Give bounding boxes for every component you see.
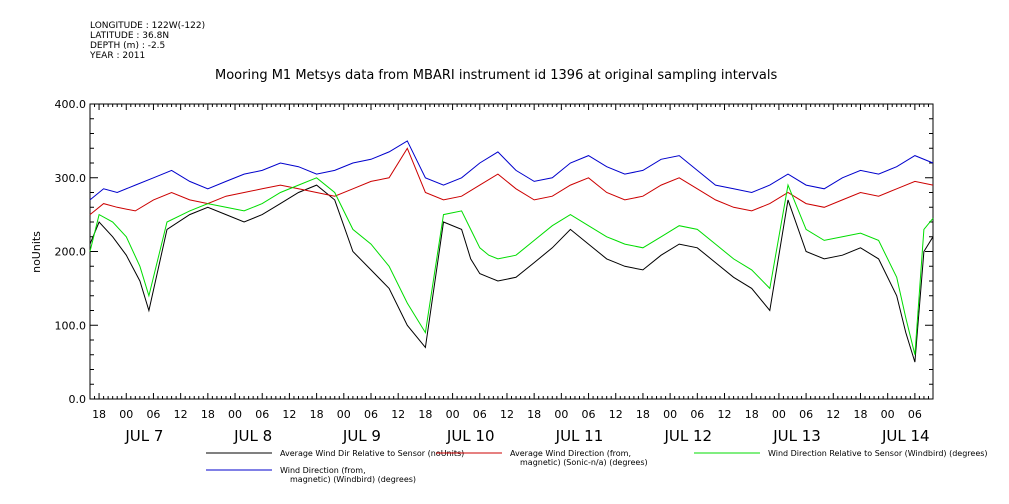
y-axis-label: noUnits bbox=[30, 231, 43, 273]
legend-label-2: Average Wind Direction (from, bbox=[510, 449, 631, 458]
y-tick-label: 400.0 bbox=[55, 98, 87, 111]
series-line-2 bbox=[89, 147, 934, 215]
x-tick-label: 00 bbox=[554, 408, 568, 421]
chart-title: Mooring M1 Metsys data from MBARI instru… bbox=[215, 68, 778, 83]
x-tick-label: 12 bbox=[500, 408, 514, 421]
x-tick-label: 18 bbox=[745, 408, 759, 421]
series-group bbox=[89, 140, 934, 363]
x-tick-label: 18 bbox=[201, 408, 215, 421]
year-text: YEAR : 2011 bbox=[90, 51, 146, 61]
x-tick-label: 12 bbox=[718, 408, 732, 421]
x-tick-label: 06 bbox=[364, 408, 378, 421]
longitude-text: LONGITUDE : 122W(-122) bbox=[90, 21, 206, 31]
metadata-block: LONGITUDE : 122W(-122) LATITUDE : 36.8N … bbox=[90, 21, 205, 61]
series-line-3 bbox=[89, 177, 934, 355]
x-date-label: JUL 13 bbox=[772, 427, 821, 445]
y-tick-label: 100.0 bbox=[55, 319, 87, 332]
x-tick-label: 06 bbox=[146, 408, 160, 421]
x-tick-label: 00 bbox=[119, 408, 133, 421]
x-date-label: JUL 11 bbox=[555, 427, 604, 445]
x-date-label: JUL 8 bbox=[233, 427, 272, 445]
series-line-4 bbox=[89, 140, 934, 201]
x-tick-label: 18 bbox=[527, 408, 541, 421]
x-tick-label: 06 bbox=[473, 408, 487, 421]
x-tick-label: 06 bbox=[799, 408, 813, 421]
legend: Average Wind Dir Relative to Sensor (noU… bbox=[206, 449, 988, 484]
x-tick-label: 00 bbox=[772, 408, 786, 421]
x-tick-label: 12 bbox=[391, 408, 405, 421]
x-axis: 18 00 06 12 18 00 06 12 18 00 06 12 18 00 06 12 18 00 06 12… bbox=[89, 104, 934, 445]
x-tick-label: 00 bbox=[337, 408, 351, 421]
x-tick-label: 06 bbox=[690, 408, 704, 421]
legend-label-2: magnetic) (Sonic-n/a) (degrees) bbox=[520, 458, 648, 467]
x-date-label: JUL 9 bbox=[342, 427, 381, 445]
depth-text: DEPTH (m) : -2.5 bbox=[90, 41, 166, 51]
x-tick-label: 12 bbox=[174, 408, 188, 421]
x-tick-label: 06 bbox=[582, 408, 596, 421]
x-tick-label: 06 bbox=[908, 408, 922, 421]
x-tick-label: 12 bbox=[282, 408, 296, 421]
y-tick-label: 0.0 bbox=[69, 393, 87, 406]
x-date-label: JUL 14 bbox=[881, 427, 930, 445]
x-tick-label: 06 bbox=[255, 408, 269, 421]
x-date-label: JUL 7 bbox=[124, 427, 163, 445]
y-tick-label: 300.0 bbox=[55, 172, 87, 185]
x-tick-label: 12 bbox=[609, 408, 623, 421]
x-tick-label: 18 bbox=[636, 408, 650, 421]
x-tick-label: 12 bbox=[826, 408, 840, 421]
x-tick-label: 18 bbox=[310, 408, 324, 421]
legend-label-4: Wind Direction (from, bbox=[280, 466, 366, 475]
series-line-1 bbox=[89, 184, 934, 363]
x-tick-label: 18 bbox=[853, 408, 867, 421]
y-axis: 0.0 100.0 200.0 300.0 400.0 bbox=[55, 98, 933, 406]
legend-label-4: magnetic) (Windbird) (degrees) bbox=[290, 475, 416, 484]
latitude-text: LATITUDE : 36.8N bbox=[90, 31, 170, 41]
legend-label-3: Wind Direction Relative to Sensor (Windb… bbox=[768, 449, 988, 458]
legend-label-1: Average Wind Dir Relative to Sensor (noU… bbox=[280, 449, 464, 458]
x-date-label: JUL 12 bbox=[663, 427, 712, 445]
x-tick-label: 00 bbox=[228, 408, 242, 421]
x-tick-label: 00 bbox=[663, 408, 677, 421]
x-tick-label: 18 bbox=[92, 408, 106, 421]
x-tick-label: 00 bbox=[446, 408, 460, 421]
y-tick-label: 200.0 bbox=[55, 246, 87, 259]
x-tick-label: 18 bbox=[418, 408, 432, 421]
x-date-label: JUL 10 bbox=[446, 427, 495, 445]
x-tick-label: 00 bbox=[881, 408, 895, 421]
